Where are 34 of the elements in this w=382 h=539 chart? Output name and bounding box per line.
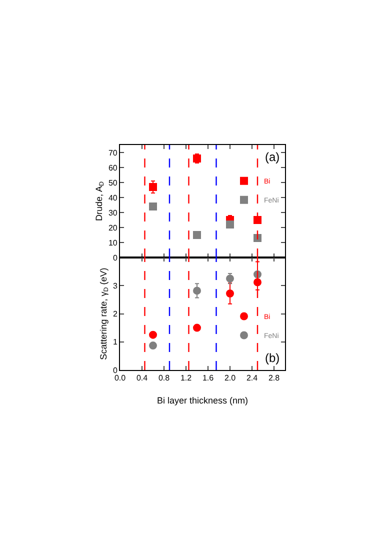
y-tick-label: 2 xyxy=(112,310,118,319)
y-tick-label: 60 xyxy=(108,163,118,172)
point xyxy=(149,202,157,210)
y-tick-label: 20 xyxy=(108,223,118,232)
x-tick-label: 1.2 xyxy=(180,374,192,383)
y-tick-label: 50 xyxy=(108,178,118,188)
point xyxy=(149,330,157,339)
y-tick-label: 0 xyxy=(112,366,118,375)
y-tick-label: 30 xyxy=(108,208,118,218)
point xyxy=(226,290,234,298)
point xyxy=(226,220,234,228)
y-tick-label: 3 xyxy=(112,281,118,290)
x-axis-title: Bi layer thickness (nm) xyxy=(156,395,248,406)
y-tick-label: 40 xyxy=(108,193,118,202)
point xyxy=(149,342,157,350)
y-tick-label: 0 xyxy=(112,253,118,262)
x-tick-label: 2.4 xyxy=(246,374,258,383)
x-tick-label: 2.8 xyxy=(268,374,280,383)
x-tick-label: 1.6 xyxy=(202,374,214,383)
x-tick-label: 0.8 xyxy=(158,374,170,383)
x-tick-label: 0.4 xyxy=(136,374,148,383)
y-tick-label: 70 xyxy=(108,148,118,158)
y-tick-label: 1 xyxy=(112,338,118,347)
x-tick-label: 2.0 xyxy=(224,374,236,383)
point xyxy=(193,324,201,332)
point xyxy=(254,278,262,286)
point xyxy=(149,183,157,191)
point xyxy=(193,231,201,239)
annotation: (b) xyxy=(265,351,280,365)
annotation: (a) xyxy=(265,150,280,164)
point xyxy=(254,216,262,224)
x-tick-label: 0.0 xyxy=(114,374,126,383)
point xyxy=(193,286,201,295)
y-tick-label: 10 xyxy=(108,238,118,248)
